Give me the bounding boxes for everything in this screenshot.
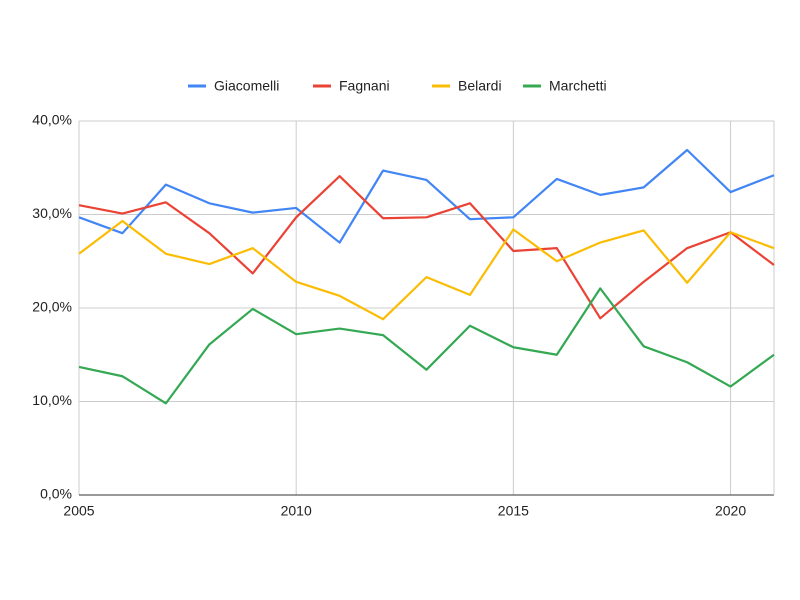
legend-label: Fagnani (339, 78, 390, 94)
y-tick-label: 20,0% (32, 299, 72, 315)
x-tick-label: 2010 (281, 503, 312, 519)
series-line (78, 287, 775, 405)
x-tick-label: 2020 (715, 503, 746, 519)
y-tick-label: 40,0% (32, 112, 72, 128)
series-line (78, 219, 775, 321)
legend-label: Giacomelli (214, 78, 279, 94)
x-tick-label: 2005 (63, 503, 94, 519)
legend-label: Marchetti (549, 78, 607, 94)
legend-label: Belardi (458, 78, 502, 94)
x-tick-label: 2015 (498, 503, 529, 519)
y-tick-label: 30,0% (32, 205, 72, 221)
y-tick-label: 0,0% (40, 486, 72, 502)
series-line (78, 175, 775, 320)
y-tick-label: 10,0% (32, 392, 72, 408)
series-line (78, 148, 775, 244)
